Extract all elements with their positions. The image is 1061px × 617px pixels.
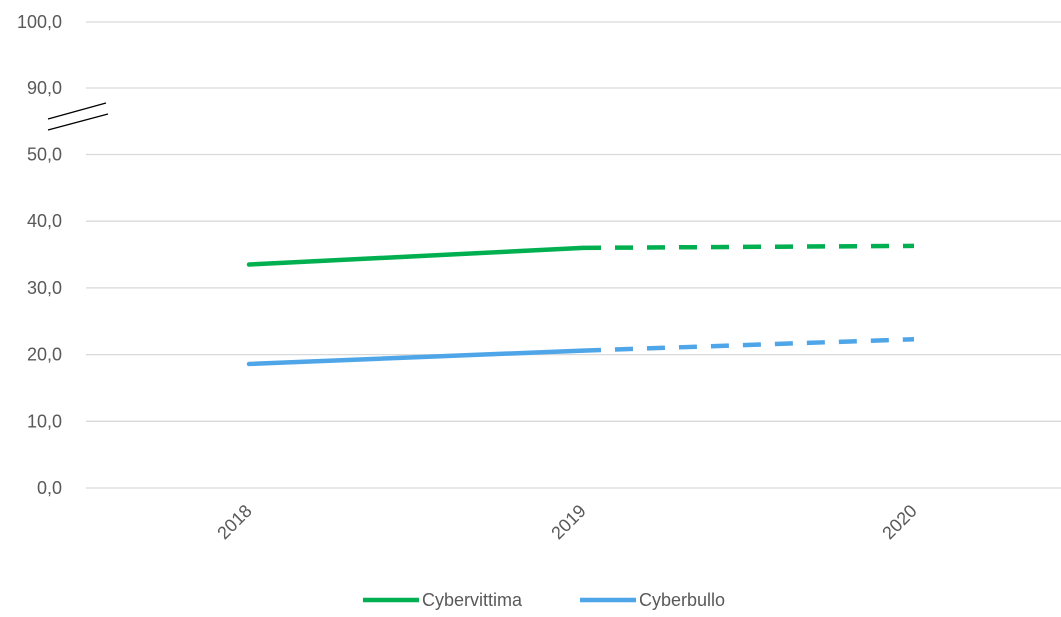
series-line-solid (246, 348, 586, 367)
x-tick-label: 2019 (547, 501, 589, 543)
y-tick-label: 90,0 (27, 78, 62, 98)
y-axis-tick-labels: 0,0 10,0 20,0 30,0 40,0 50,0 90,0 100,0 (17, 12, 62, 498)
series-line-solid (246, 245, 586, 267)
series-line-dashed (582, 337, 915, 353)
y-tick-label: 100,0 (17, 12, 62, 32)
legend-label: Cybervittima (422, 590, 523, 610)
axis-break-stroke (47, 102, 107, 120)
series-lines (246, 243, 915, 367)
y-tick-label: 20,0 (27, 345, 62, 365)
y-tick-label: 10,0 (27, 411, 62, 431)
series-line-dashed (582, 243, 915, 251)
y-tick-label: 40,0 (27, 211, 62, 231)
legend-label: Cyberbullo (639, 590, 725, 610)
y-tick-label: 0,0 (37, 478, 62, 498)
axis-break-marker (47, 102, 109, 131)
gridlines (86, 21, 1061, 489)
x-tick-label: 2020 (878, 501, 920, 543)
x-axis-tick-labels: 2018 2019 2020 (213, 501, 920, 543)
y-tick-label: 30,0 (27, 278, 62, 298)
x-tick-label: 2018 (213, 501, 255, 543)
legend: Cybervittima Cyberbullo (363, 590, 725, 610)
axis-break-stroke (47, 113, 109, 131)
y-tick-label: 50,0 (27, 145, 62, 165)
